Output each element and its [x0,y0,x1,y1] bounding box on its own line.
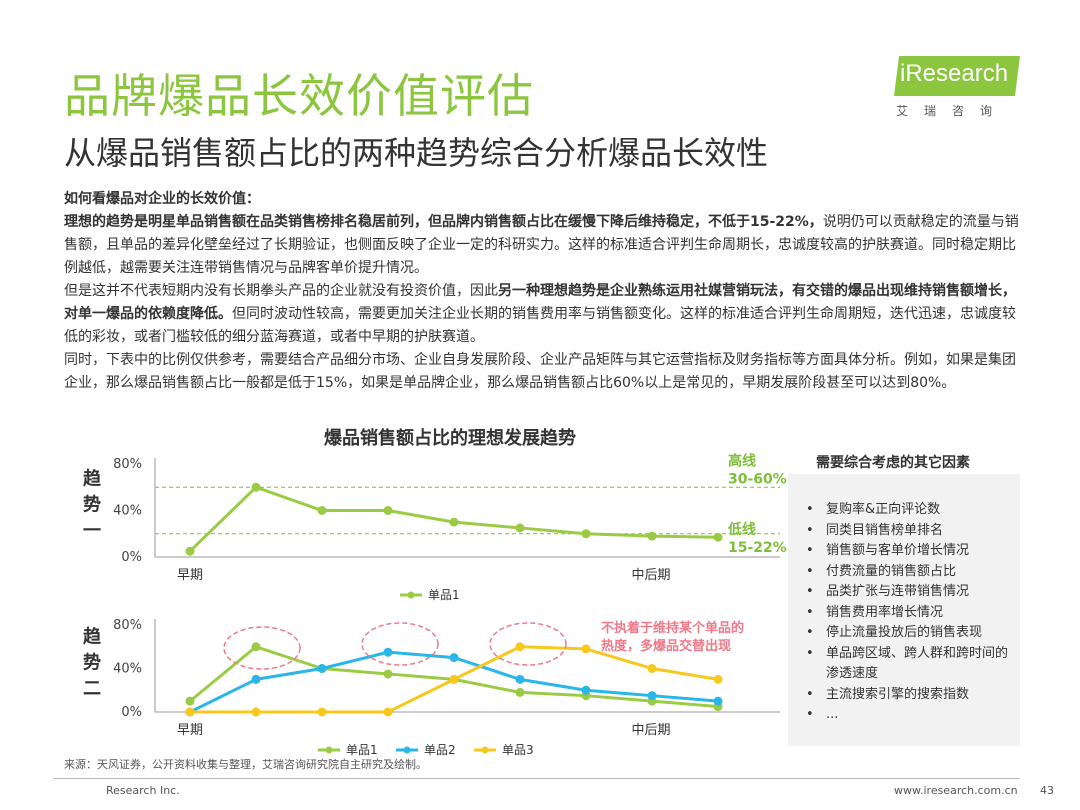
data-point [647,531,657,541]
data-point [251,482,261,492]
data-point [185,696,195,706]
data-point [383,647,393,657]
y-tick-label: 0% [121,705,142,720]
panel-label-char: 趋 [83,626,102,648]
factor-item: ... [806,705,1016,726]
data-point [185,546,195,556]
factor-item: 销售额与客单价增长情况 [806,541,1016,562]
factor-item: 停止流量投放后的销售表现 [806,623,1016,644]
legend-marker [481,746,489,754]
page-number: 43 [1040,784,1054,797]
logo-name: iResearch [900,60,1009,87]
x-label-start: 早期 [177,723,203,738]
logo-mark [894,56,1020,96]
legend-label: 单品1 [346,743,378,757]
body-text: 如何看爆品对企业的长效价值： 理想的趋势是明星单品销售额在品类销售榜排名稳居前列… [64,188,1024,395]
legend-label: 单品3 [502,743,534,757]
data-point [449,674,459,684]
p2-bold: 另一种理想趋势是企业熟练运用社媒营销玩法，有交错的爆品出现维持销售额增长，对单一… [64,283,1016,322]
factors-list: 复购率&正向评论数同类目销售榜单排名销售额与客单价增长情况付费流量的销售额占比品… [806,500,1016,726]
data-point [317,506,327,515]
iresearch-logo: iResearch 艾瑞咨询 [894,56,1024,120]
factor-item: 单品跨区域、跨人群和跨时间的渗透速度 [806,644,1016,685]
data-point [449,517,459,527]
legend-marker [325,746,333,754]
reference-annotation-line1: 高线 [728,452,756,469]
logo-tagline: 艾瑞咨询 [896,104,1009,118]
highlight-ellipse [223,626,301,670]
body-paragraph-1: 理想的趋势是明星单品销售额在品类销售榜排名稳居前列，但品牌内销售额占比在缓慢下降… [64,211,1024,280]
data-point [515,674,525,684]
panel-label-char: 趋 [83,468,102,490]
reference-annotation-line2: 30-60% [728,471,787,487]
footer-copyright: Research Inc. [106,784,180,797]
footer-url[interactable]: www.iresearch.com.cn [894,784,1018,797]
factor-item: 同类目销售榜单排名 [806,521,1016,542]
page-subtitle: 从爆品销售额占比的两种趋势综合分析爆品长效性 [64,134,769,172]
data-point [581,644,591,654]
p1-bold: 理想的趋势是明星单品销售额在品类销售榜排名稳居前列，但品牌内销售额占比在缓慢下降… [64,214,823,230]
body-heading: 如何看爆品对企业的长效价值： [64,191,260,207]
data-point [515,642,525,652]
data-point [251,707,261,717]
trend-chart: 爆品销售额占比的理想发展趋势趋势一 80% 40% 0% 高线 30-60% 低线 15-22… [0,420,800,760]
data-point [713,532,723,542]
factor-item: 复购率&正向评论数 [806,500,1016,521]
y-tick-label: 40% [113,504,142,519]
footer-divider [54,778,1020,779]
y-tick-label: 0% [121,550,142,565]
y-tick-label: 80% [113,457,142,472]
data-point [647,664,657,673]
p1-rest: 说明仍可以贡献稳定的流量与销售额，且单品的差异化壁垒经过了长期验证，也侧面反映了… [64,214,1019,276]
trend-chart-svg: 爆品销售额占比的理想发展趋势趋势一80%40%0%高线30-60%低线15-22… [83,427,787,757]
y-tick-label: 40% [113,662,142,677]
data-point [581,685,591,695]
x-label-mid: 中后期 [631,568,670,583]
data-point [251,674,261,684]
highlight-ellipse [361,622,439,666]
legend-label: 单品2 [424,743,456,757]
data-point [251,642,261,652]
data-point [317,664,327,673]
panel-label-char: 一 [83,521,101,542]
page-title: 品牌爆品长效价值评估 [64,69,534,123]
x-label-start: 早期 [177,568,203,583]
factors-title: 需要综合考虑的其它因素 [816,455,970,471]
panel-label-char: 二 [83,679,101,700]
panel-label-char: 势 [83,494,101,516]
data-point [713,696,723,706]
note-line1: 不执着于维持某个单品的 [601,620,744,636]
panel-label-char: 势 [83,652,101,674]
reference-annotation-line1: 低线 [727,521,756,538]
data-point [383,707,393,717]
p2-start: 但是这并不代表短期内没有长期拳头产品的企业就没有投资价值，因此 [64,283,498,299]
chart-title: 爆品销售额占比的理想发展趋势 [324,427,576,449]
data-point [383,506,393,515]
body-paragraph-2: 但是这并不代表短期内没有长期拳头产品的企业就没有投资价值，因此另一种理想趋势是企… [64,280,1024,349]
p2-rest: 但同时波动性较高，需要更加关注企业长期的销售费用率与销售额变化。这样的标准适合评… [64,306,1016,345]
x-label-mid: 中后期 [631,723,670,738]
data-point [515,687,525,697]
data-point [449,653,459,663]
data-point [647,691,657,701]
legend-label: 单品1 [428,588,460,602]
data-point [713,674,723,684]
legend-marker [403,746,411,754]
factor-item: 付费流量的销售额占比 [806,562,1016,583]
data-point [515,523,525,533]
y-tick-label: 80% [113,618,142,633]
source-note: 来源：天风证券，公开资料收集与整理，艾瑞咨询研究院自主研究及绘制。 [64,758,427,771]
factor-item: 主流搜索引擎的搜索指数 [806,685,1016,706]
data-point [185,707,195,717]
legend-marker [407,591,415,599]
reference-annotation-line2: 15-22% [728,540,787,556]
data-point [383,669,393,679]
note-line2: 热度，多爆品交替出现 [601,638,731,654]
factor-item: 销售费用率增长情况 [806,603,1016,624]
factor-item: 品类扩张与连带销售情况 [806,582,1016,603]
data-point [317,707,327,717]
highlight-ellipse [489,622,567,666]
data-point [581,529,591,539]
body-paragraph-3: 同时，下表中的比例仅供参考，需要结合产品细分市场、企业自身发展阶段、企业产品矩阵… [64,352,1016,391]
